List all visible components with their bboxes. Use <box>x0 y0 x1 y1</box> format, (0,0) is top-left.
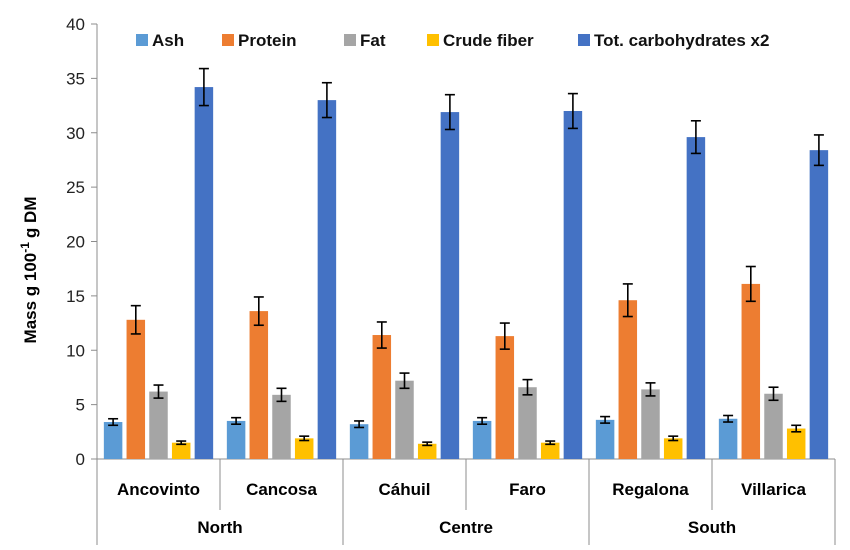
bar <box>718 418 738 459</box>
bars <box>103 87 829 460</box>
x-category-label: Cancosa <box>246 480 317 499</box>
y-tick-label: 10 <box>66 341 85 360</box>
y-tick-label: 15 <box>66 287 85 306</box>
bar <box>472 420 492 459</box>
y-tick-label: 20 <box>66 233 85 252</box>
y-tick-label: 40 <box>66 15 85 34</box>
bar <box>518 387 537 459</box>
y-axis-title-superscript: -1 <box>18 242 32 253</box>
bar <box>349 424 369 459</box>
bar <box>126 319 146 459</box>
y-tick-label: 30 <box>66 124 85 143</box>
legend-swatch <box>344 34 356 46</box>
x-category-label: Ancovinto <box>117 480 200 499</box>
legend-label: Fat <box>360 31 386 50</box>
bar <box>563 111 583 459</box>
x-group-label: North <box>197 518 242 537</box>
bar <box>764 393 783 459</box>
legend-label: Crude fiber <box>443 31 534 50</box>
bar <box>495 336 515 459</box>
y-tick-label: 0 <box>76 450 85 469</box>
bar <box>417 443 437 459</box>
legend-swatch <box>222 34 234 46</box>
legend-swatch <box>136 34 148 46</box>
bar <box>226 420 246 459</box>
y-axis-title-suffix: g DM <box>21 197 40 239</box>
bar <box>103 422 123 459</box>
bar <box>741 283 761 459</box>
legend-label: Tot. carbohydrates x2 <box>594 31 769 50</box>
y-axis-title-main: Mass g 100 <box>21 253 40 344</box>
bar <box>171 442 191 459</box>
bar <box>440 112 460 460</box>
bar <box>786 428 806 459</box>
bar <box>686 137 706 459</box>
bar <box>641 389 660 459</box>
y-tick-label: 25 <box>66 178 85 197</box>
bar <box>149 391 168 459</box>
legend-swatch <box>427 34 439 46</box>
bar <box>317 100 337 459</box>
x-group-label: South <box>688 518 736 537</box>
bar <box>372 335 392 459</box>
x-category-label: Cáhuil <box>379 480 431 499</box>
x-category-label: Regalona <box>612 480 689 499</box>
bar <box>618 300 638 459</box>
axes: 0 5 10 15 20 25 30 35 40 Ancovinto Cancosa Cáhuil Fa… <box>66 15 836 545</box>
legend: Ash Protein Fat Crude fiber Tot. carbohydrat… <box>136 31 769 50</box>
x-category-label: Villarica <box>741 480 806 499</box>
y-tick-label: 5 <box>76 396 85 415</box>
bar <box>540 442 560 459</box>
bar <box>249 311 269 459</box>
legend-label: Protein <box>238 31 297 50</box>
bar <box>595 419 615 459</box>
legend-label: Ash <box>152 31 184 50</box>
bar <box>395 380 414 459</box>
x-category-label: Faro <box>509 480 546 499</box>
bar <box>272 394 291 459</box>
bar <box>194 87 214 459</box>
bar <box>294 438 314 459</box>
x-group-label: Centre <box>439 518 493 537</box>
y-tick-label: 35 <box>66 69 85 88</box>
bar <box>663 438 683 459</box>
bar <box>809 150 829 459</box>
error-bars <box>108 67 824 447</box>
y-axis-title: Mass g 100-1 g DM <box>18 197 40 344</box>
legend-swatch <box>578 34 590 46</box>
